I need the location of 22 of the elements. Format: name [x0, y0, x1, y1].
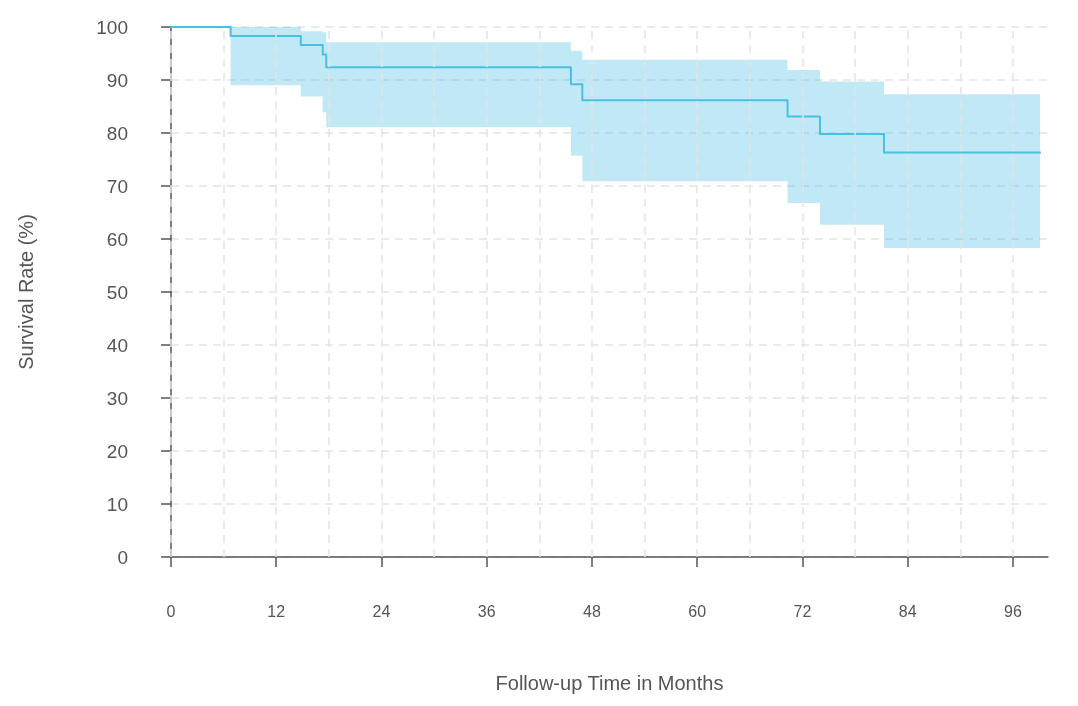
y-tick-label: 20 — [106, 440, 128, 462]
y-tick-label: 60 — [106, 228, 128, 250]
y-tick-label: 40 — [106, 334, 128, 356]
y-tick-label: 0 — [117, 546, 128, 568]
y-tick-label: 30 — [106, 387, 128, 409]
y-tick-label: 10 — [106, 493, 128, 515]
x-tick-label: 60 — [688, 602, 707, 620]
x-tick-label: 0 — [166, 602, 176, 620]
y-tick-label: 70 — [106, 175, 128, 197]
y-tick-label: 50 — [106, 281, 128, 303]
y-axis-title: Survival Rate (%) — [15, 214, 37, 370]
x-tick-label: 48 — [583, 602, 601, 620]
y-tick-label: 90 — [106, 69, 128, 91]
y-tick-label: 80 — [106, 122, 128, 144]
x-tick-label: 84 — [898, 602, 917, 620]
x-tick-label: 12 — [267, 602, 286, 620]
x-tick-label: 24 — [372, 602, 391, 620]
y-tick-label: 100 — [96, 16, 128, 38]
x-axis-title: Follow-up Time in Months — [495, 672, 724, 694]
x-tick-label: 72 — [793, 602, 812, 620]
x-tick-label: 96 — [1004, 602, 1022, 620]
x-tick-label: 36 — [477, 602, 496, 620]
